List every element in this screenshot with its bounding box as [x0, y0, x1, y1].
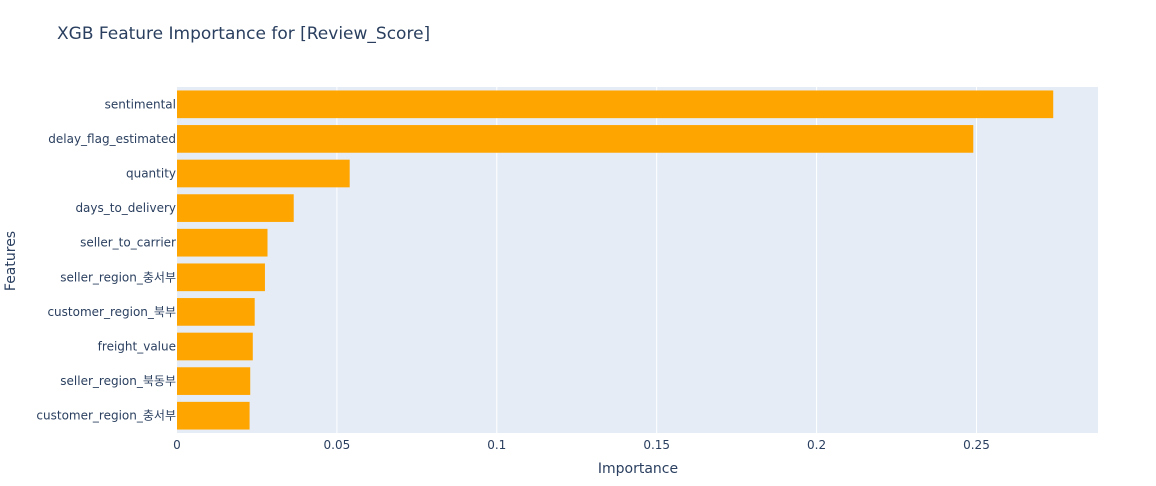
x-tick-label: 0.05	[324, 438, 351, 452]
y-tick-label: seller_region_북동부	[60, 374, 176, 388]
bar[interactable]	[177, 228, 268, 257]
x-tick-label: 0.25	[963, 438, 990, 452]
bar[interactable]	[177, 263, 265, 292]
x-tick-label: 0	[173, 438, 181, 452]
bar[interactable]	[177, 125, 974, 153]
bar[interactable]	[177, 159, 350, 188]
y-tick-label: freight_value	[98, 340, 176, 354]
bar[interactable]	[177, 298, 255, 326]
x-tick-label: 0.15	[643, 438, 670, 452]
y-tick-label: seller_to_carrier	[80, 236, 176, 250]
bar[interactable]	[177, 194, 294, 222]
y-tick-label: days_to_delivery	[75, 201, 176, 215]
y-axis-title: Features	[3, 231, 19, 291]
bar[interactable]	[177, 332, 253, 361]
bar[interactable]	[177, 401, 250, 430]
bar[interactable]	[177, 367, 251, 395]
bar[interactable]	[177, 90, 1054, 119]
x-tick-labels: 0 0.05 0.1 0.15 0.2 0.25	[173, 438, 990, 452]
chart-title: XGB Feature Importance for [Review_Score…	[57, 24, 430, 44]
bars	[177, 90, 1054, 430]
x-axis-title: Importance	[598, 461, 678, 477]
y-tick-label: customer_region_북부	[47, 305, 176, 319]
x-tick-label: 0.2	[807, 438, 826, 452]
y-tick-label: quantity	[126, 167, 176, 181]
y-tick-label: seller_region_충서부	[60, 270, 176, 284]
y-tick-label: delay_flag_estimated	[48, 132, 176, 146]
x-tick-label: 0.1	[487, 438, 506, 452]
y-tick-label: sentimental	[105, 97, 176, 111]
y-tick-labels: sentimental delay_flag_estimated quantity d…	[36, 97, 176, 422]
y-tick-label: customer_region_충서부	[36, 409, 176, 423]
